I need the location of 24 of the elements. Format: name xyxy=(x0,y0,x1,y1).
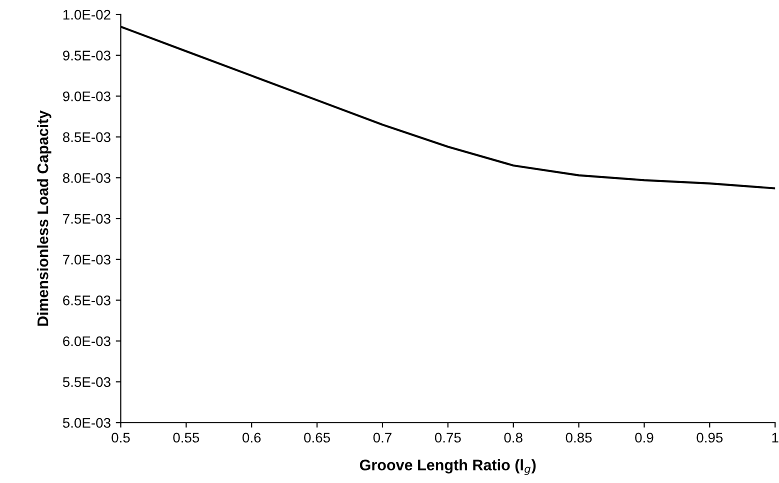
y-tick-label: 7.0E-03 xyxy=(63,254,110,265)
x-tick-label: 0.55 xyxy=(173,432,200,443)
x-tick-label: 1 xyxy=(772,432,778,442)
y-axis-title: Dimensionless Load Capacity xyxy=(37,110,52,326)
x-tick-label: 0.6 xyxy=(242,432,261,443)
y-tick-label: 5.0E-03 xyxy=(62,418,110,428)
x-tick-label: 0.9 xyxy=(635,432,654,443)
y-tick-label: 5.5E-03 xyxy=(62,377,110,387)
y-tick-label: 9.0E-03 xyxy=(63,91,110,102)
y-tick-label: 9.5E-03 xyxy=(63,50,110,60)
y-tick-label: 1.0E-02 xyxy=(63,10,110,20)
x-tick-label: 0.65 xyxy=(304,432,330,443)
x-tick-label: 0.95 xyxy=(696,432,723,443)
y-tick-label: 6.5E-03 xyxy=(63,296,110,306)
x-tick-label: 0.7 xyxy=(373,432,392,443)
y-tick-label: 8.0E-03 xyxy=(62,173,110,183)
y-tick-label: 6.0E-03 xyxy=(63,336,110,346)
x-tick-label: 0.85 xyxy=(566,432,592,443)
x-tick-label: 0.75 xyxy=(434,432,461,443)
x-tick-label: 0.8 xyxy=(504,432,522,443)
y-tick-label: 7.5E-03 xyxy=(63,214,110,224)
x-tick-label: 0.5 xyxy=(112,432,130,443)
y-tick-label: 8.5E-03 xyxy=(62,132,110,142)
x-axis-title: Groove Length Ratio (l$_{g}$) xyxy=(360,459,536,475)
